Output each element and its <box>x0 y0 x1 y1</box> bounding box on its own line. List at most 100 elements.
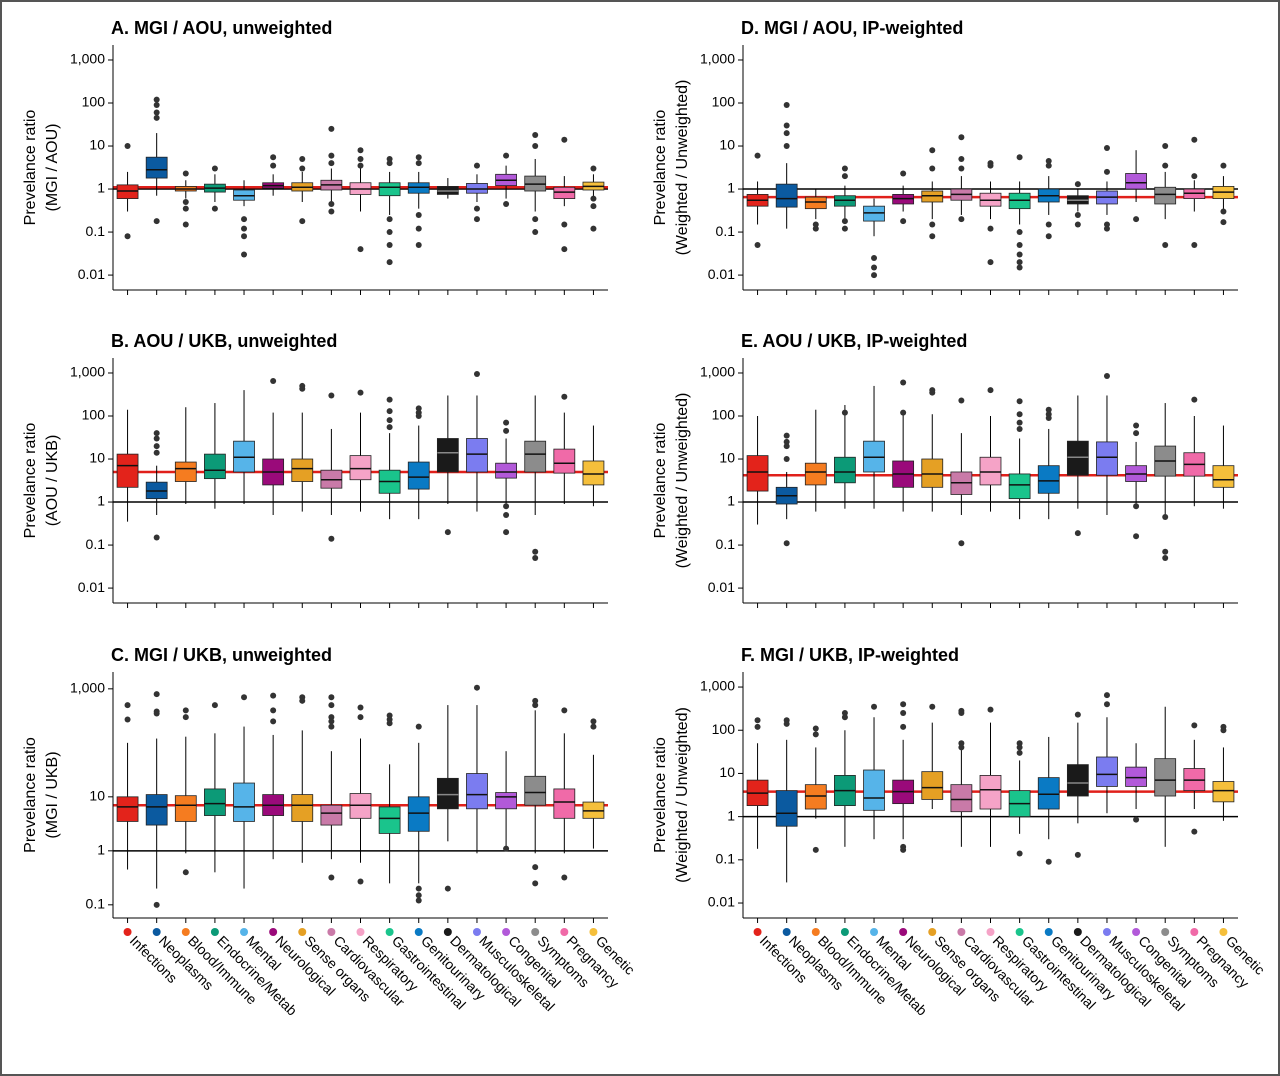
outlier <box>783 130 790 137</box>
outlier <box>473 162 480 169</box>
outlier <box>532 555 539 562</box>
outlier <box>929 147 936 154</box>
outlier <box>124 233 131 240</box>
outlier <box>386 216 393 223</box>
panel: C. MGI / UKB, unweighted Prevelance ratio… <box>22 645 608 923</box>
outlier <box>1016 749 1023 756</box>
outlier <box>182 869 189 876</box>
outlier <box>1133 533 1140 540</box>
outlier <box>153 218 160 225</box>
outlier <box>299 165 306 172</box>
box <box>921 458 944 488</box>
legend-swatch <box>1102 928 1111 936</box>
outlier <box>328 160 335 167</box>
legend-swatch <box>811 928 820 936</box>
box <box>407 796 430 832</box>
outlier <box>1045 162 1052 169</box>
legend-swatch <box>928 928 937 936</box>
box <box>746 455 769 492</box>
outlier <box>1133 422 1140 429</box>
outlier <box>1162 548 1169 555</box>
outlier <box>503 152 510 159</box>
y-axis-label: (AOU / UKB) <box>44 435 61 527</box>
outlier <box>987 387 994 394</box>
outlier <box>270 707 277 714</box>
outlier <box>783 720 790 727</box>
legend-swatch <box>123 928 132 936</box>
outlier <box>958 134 965 141</box>
outlier <box>1162 143 1169 150</box>
outlier <box>1162 162 1169 169</box>
outlier <box>900 379 907 386</box>
outlier <box>1016 744 1023 751</box>
y-axis-label: Prevelance ratio <box>652 737 669 853</box>
outlier <box>1045 221 1052 228</box>
y-axis-label: Prevelance ratio <box>652 423 669 539</box>
outlier <box>357 704 364 711</box>
panel-title: D. MGI / AOU, IP-weighted <box>741 18 963 38</box>
outlier <box>1103 373 1110 380</box>
outlier <box>532 216 539 223</box>
outlier <box>900 701 907 708</box>
outlier <box>415 413 422 420</box>
outlier <box>357 147 364 154</box>
outlier <box>812 221 819 228</box>
outlier <box>1074 181 1081 188</box>
outlier <box>153 430 160 437</box>
outlier <box>1103 144 1110 151</box>
y-tick-label: 1,000 <box>70 51 105 67</box>
outlier <box>328 714 335 721</box>
box <box>1066 440 1089 476</box>
outlier <box>958 744 965 751</box>
outlier <box>415 885 422 892</box>
outlier <box>1016 229 1023 236</box>
legend-swatch <box>385 928 394 936</box>
box <box>436 438 459 473</box>
y-tick-label: 1,000 <box>700 364 735 380</box>
outlier <box>1016 264 1023 271</box>
outlier <box>1016 740 1023 747</box>
box <box>145 156 168 179</box>
outlier <box>1220 162 1227 169</box>
outlier <box>153 101 160 108</box>
outlier <box>503 200 510 207</box>
panel-title: E. AOU / UKB, IP-weighted <box>741 331 967 351</box>
box <box>174 461 197 482</box>
panel-title: B. AOU / UKB, unweighted <box>111 331 337 351</box>
legend-swatch <box>782 928 791 936</box>
y-tick-label: 10 <box>719 137 735 153</box>
y-tick-label: 1,000 <box>700 51 735 67</box>
outlier <box>871 264 878 271</box>
legend-swatch <box>414 928 423 936</box>
legend-swatch <box>753 928 762 936</box>
outlier <box>473 216 480 223</box>
box <box>921 771 944 800</box>
outlier <box>415 242 422 249</box>
box <box>775 183 798 208</box>
outlier <box>328 694 335 701</box>
outlier <box>841 173 848 180</box>
outlier <box>182 707 189 714</box>
outlier <box>1220 727 1227 734</box>
panel: B. AOU / UKB, unweighted Prevelance ratio… <box>22 331 608 608</box>
outlier <box>987 162 994 169</box>
legend-swatch <box>957 928 966 936</box>
outlier <box>270 162 277 169</box>
outlier <box>1162 242 1169 249</box>
box <box>804 196 827 210</box>
y-tick-label: 1 <box>97 842 105 858</box>
outlier <box>783 432 790 439</box>
outlier <box>783 456 790 463</box>
box <box>863 769 885 811</box>
outlier <box>754 242 761 249</box>
y-axis-label: (MGI / AOU) <box>44 124 61 212</box>
box <box>1212 781 1235 803</box>
outlier <box>1191 396 1198 403</box>
outlier <box>211 165 218 172</box>
outlier <box>1016 425 1023 432</box>
outlier <box>987 706 994 713</box>
outlier <box>1045 858 1052 865</box>
outlier <box>1045 406 1052 413</box>
outlier <box>532 864 539 871</box>
outlier <box>958 165 965 172</box>
